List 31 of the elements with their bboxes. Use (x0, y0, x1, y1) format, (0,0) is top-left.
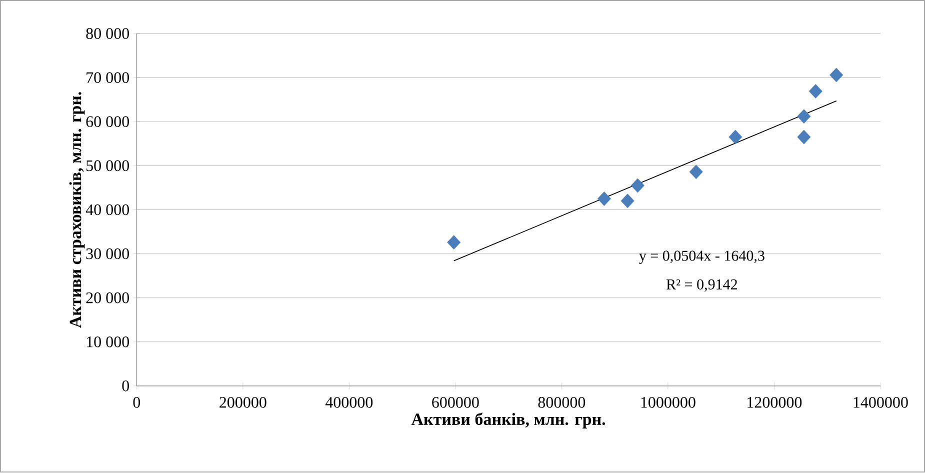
x-tick-label: 1400000 (854, 397, 908, 408)
y-tick-label: 70 000 (86, 72, 130, 84)
point (830, 68, 844, 82)
x-tick-label: 800000 (538, 397, 586, 408)
y-tick-label: 80 000 (86, 28, 130, 40)
y-tick-label: 10 000 (86, 336, 130, 348)
x-axis-title: Активи банків, млн. грн. (411, 412, 606, 429)
point (797, 130, 811, 145)
y-axis-title: Активи страховиків, млн. грн. (69, 92, 85, 328)
y-tick-label: 30 000 (86, 248, 130, 260)
y-tick-label: 20 000 (86, 292, 130, 304)
point (797, 109, 811, 124)
annotation: y = 0,0504x - 1640,3 (639, 250, 764, 264)
y-tick-label: 40 000 (86, 204, 130, 216)
x-tick-label: 600000 (432, 397, 479, 408)
x-tick-label: 400000 (325, 397, 373, 408)
x-tick-label: 1000000 (641, 397, 696, 408)
point (630, 178, 644, 193)
x-tick-label: 200000 (220, 397, 266, 408)
point (597, 192, 611, 206)
x-tick-label: 1200000 (748, 397, 802, 408)
y-tick-label: 60 000 (86, 116, 130, 128)
y-tick-label: 50 000 (86, 160, 130, 172)
point (808, 84, 822, 99)
point (620, 194, 634, 208)
x-tick-label: 0 (133, 397, 140, 408)
annotation: R² = 0,9142 (666, 280, 737, 292)
point (689, 164, 703, 180)
point (447, 235, 461, 250)
point (728, 130, 742, 145)
y-tick-label: 0 (122, 380, 130, 392)
